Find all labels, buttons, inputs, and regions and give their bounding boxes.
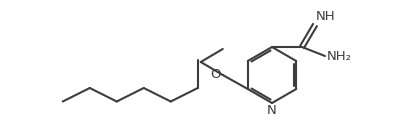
Text: O: O [210,67,220,81]
Text: NH₂: NH₂ [326,51,351,63]
Text: NH: NH [315,10,335,23]
Text: N: N [266,105,276,117]
